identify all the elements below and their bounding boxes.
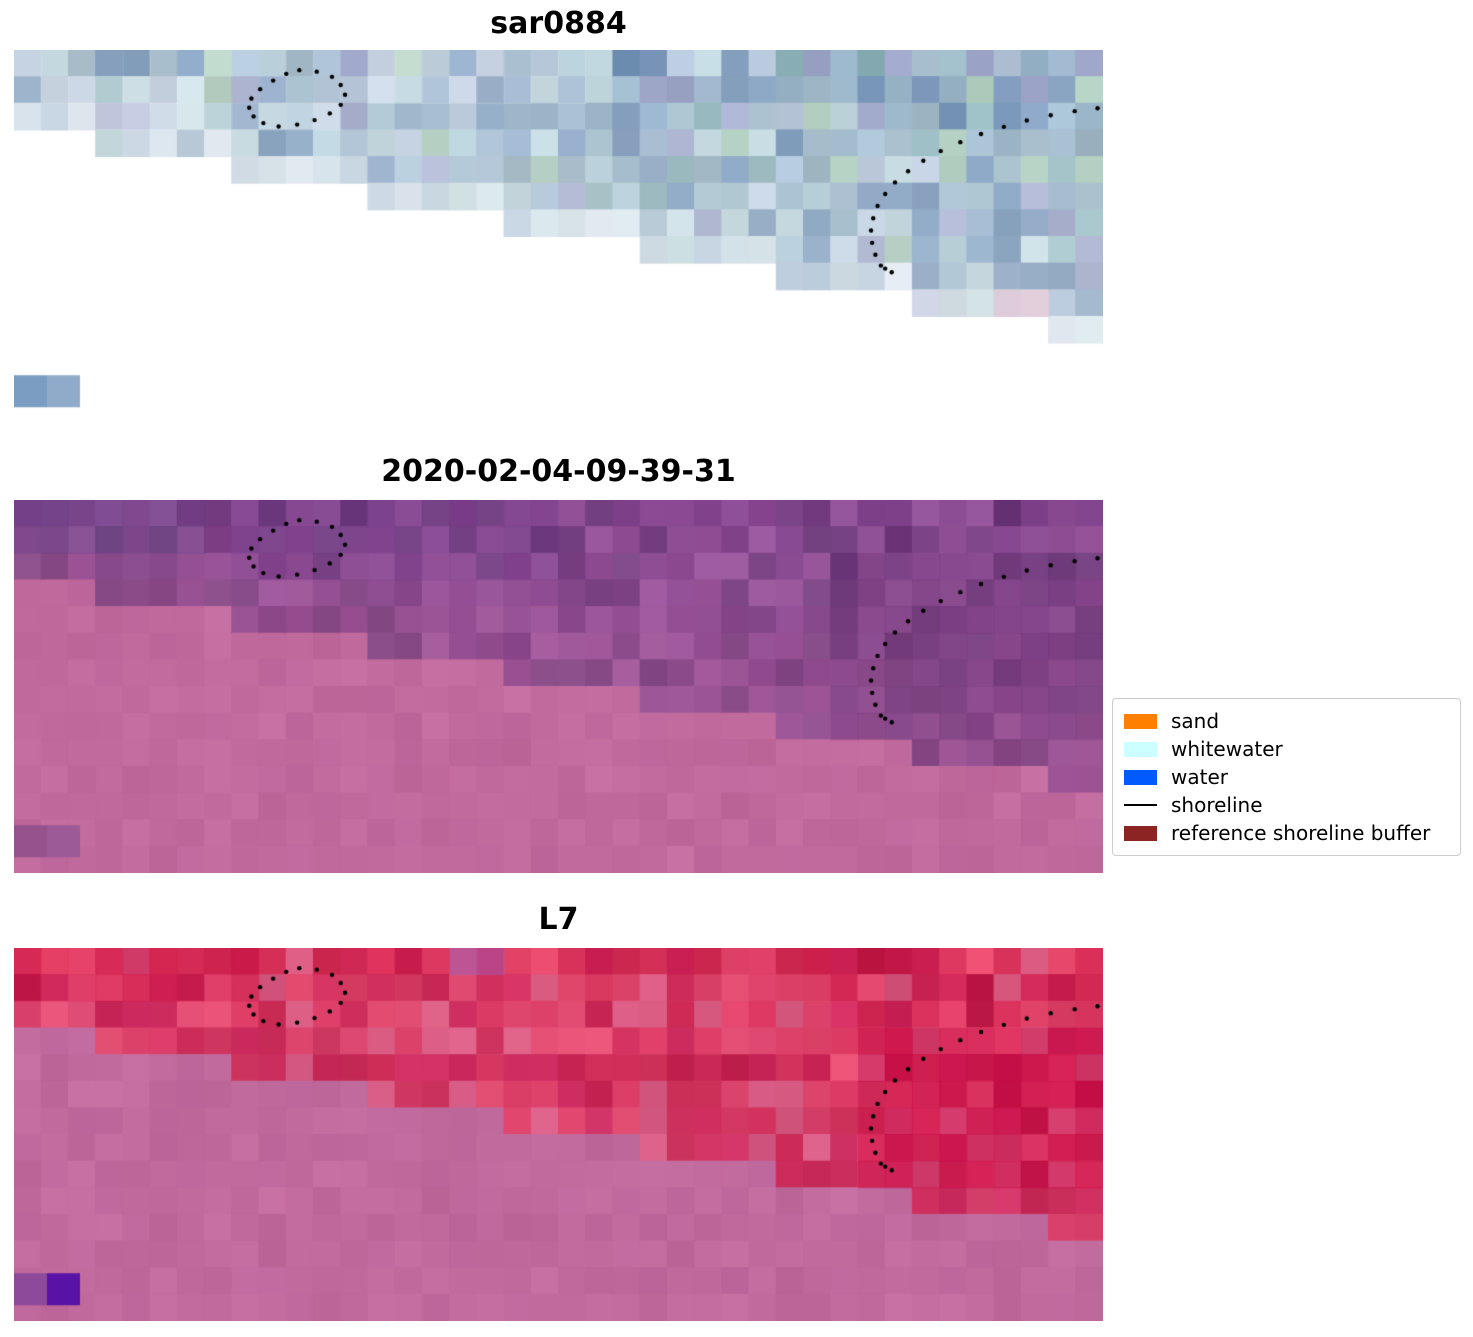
legend-item-sand: sand <box>1113 707 1460 735</box>
legend-label-sand: sand <box>1171 709 1220 733</box>
l7-image-panel <box>14 948 1103 1321</box>
legend-label-shoreline: shoreline <box>1171 793 1263 817</box>
reference-buffer-color-swatch <box>1124 825 1157 841</box>
panel-title-l7: L7 <box>538 902 579 937</box>
legend-label-reference-buffer: reference shoreline buffer <box>1171 821 1431 845</box>
legend-item-whitewater: whitewater <box>1113 735 1460 763</box>
legend-item-water: water <box>1113 763 1460 791</box>
classified-image-panel <box>14 500 1103 873</box>
sar0884-image-panel <box>14 50 1103 423</box>
shoreline-line-swatch <box>1124 804 1157 806</box>
legend-item-shoreline: shoreline <box>1113 791 1460 819</box>
legend-label-whitewater: whitewater <box>1171 737 1283 761</box>
water-color-swatch <box>1124 769 1157 785</box>
panel-title-sar0884: sar0884 <box>490 6 627 41</box>
panel-title-date: 2020-02-04-09-39-31 <box>381 454 736 489</box>
legend-item-reference-shoreline-buffer: reference shoreline buffer <box>1113 819 1460 847</box>
legend-box: sand whitewater water shoreline referenc… <box>1112 698 1461 856</box>
sand-color-swatch <box>1124 713 1157 729</box>
legend-label-water: water <box>1171 765 1228 789</box>
whitewater-color-swatch <box>1124 741 1157 757</box>
